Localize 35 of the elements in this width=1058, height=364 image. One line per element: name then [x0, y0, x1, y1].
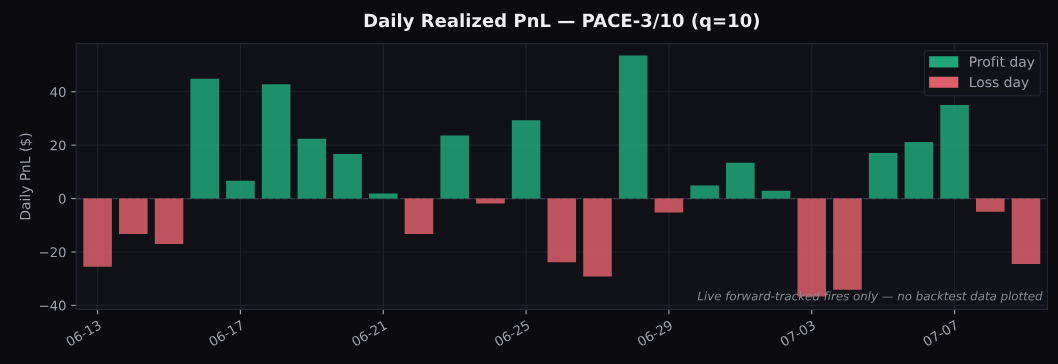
- y-tick-label: 40: [50, 86, 66, 97]
- y-tick-label: 20: [50, 140, 66, 151]
- bar: [940, 105, 969, 199]
- bar: [1011, 198, 1041, 264]
- bar: [119, 198, 148, 235]
- bar: [726, 162, 755, 199]
- y-tick-label: 0: [58, 193, 66, 204]
- y-tick-label: −20: [40, 247, 66, 258]
- bar: [404, 198, 434, 235]
- bar: [511, 120, 541, 199]
- bar: [618, 55, 648, 199]
- bar: [583, 198, 612, 277]
- bar: [440, 135, 469, 199]
- bar: [761, 190, 791, 199]
- y-tick-label: −40: [40, 300, 66, 311]
- bar: [368, 193, 398, 199]
- chart-title: Daily Realized PnL — PACE-3/10 (q=10): [364, 13, 759, 31]
- bar: [833, 198, 862, 290]
- bar: [333, 153, 362, 199]
- bar: [904, 141, 934, 199]
- bar: [868, 152, 898, 199]
- bar: [261, 84, 291, 199]
- annotation: Live forward-tracked fires only — no backtest data plotted: [697, 291, 1043, 303]
- bar: [297, 138, 327, 199]
- bar: [690, 185, 719, 199]
- y-axis-title: Daily PnL ($): [19, 133, 34, 220]
- bar: [226, 180, 255, 199]
- legend-label: Loss day: [970, 76, 1029, 91]
- bar: [654, 198, 684, 213]
- bar: [547, 198, 577, 263]
- bar: [190, 78, 220, 199]
- legend-label: Profit day: [970, 56, 1035, 70]
- bar: [154, 198, 184, 244]
- bar: [976, 198, 1005, 212]
- bar: [83, 198, 112, 267]
